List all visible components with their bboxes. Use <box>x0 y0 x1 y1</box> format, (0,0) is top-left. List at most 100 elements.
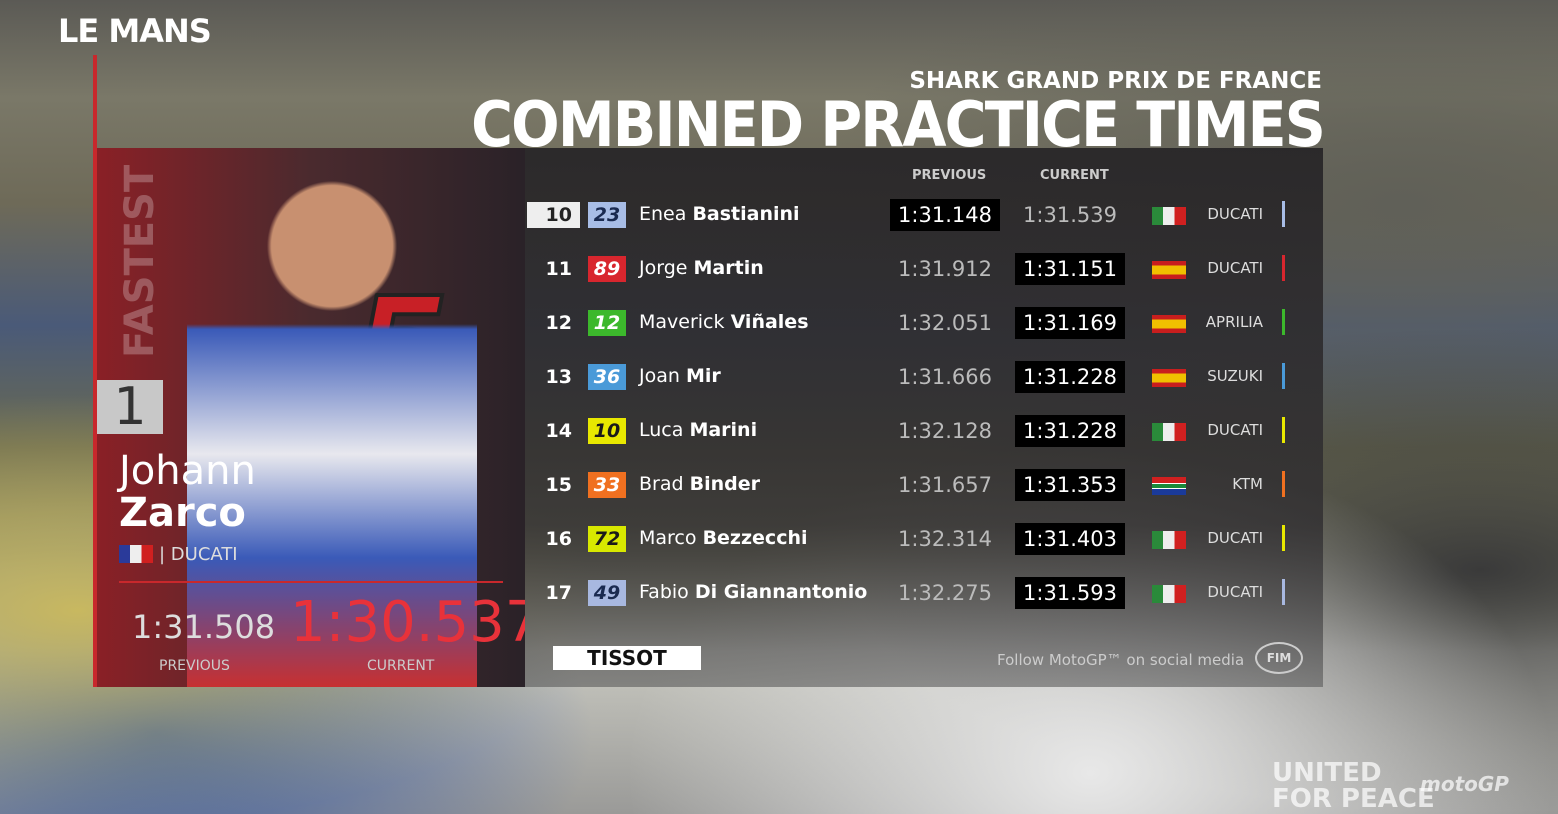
first-name: Luca <box>639 419 684 441</box>
table-row: 12 12 Maverick Viñales 1:32.051 1:31.169… <box>525 303 1323 343</box>
ufp-line1: UNITED <box>1272 758 1382 788</box>
first-name: Joan <box>639 365 680 387</box>
current-label: CURRENT <box>367 658 435 674</box>
team-name: DUCATI <box>1207 205 1263 223</box>
team-name: APRILIA <box>1205 313 1263 331</box>
team-color-bar <box>1282 309 1285 335</box>
rider-name: Brad Binder <box>639 473 760 495</box>
rider-number: 33 <box>588 472 626 498</box>
position: 15 <box>545 474 572 496</box>
standings-table: PREVIOUS CURRENT 10 23 Enea Bastianini 1… <box>525 148 1323 687</box>
current-time: 1:31.353 <box>1015 469 1125 501</box>
position: 13 <box>545 366 572 388</box>
position: 12 <box>545 312 572 334</box>
team-color-bar <box>1282 201 1285 227</box>
rider-name: Joan Mir <box>639 365 721 387</box>
france-flag-icon <box>119 545 153 563</box>
rider-name: Enea Bastianini <box>639 203 800 225</box>
rider-name: Marco Bezzecchi <box>639 527 808 549</box>
team-color-bar <box>1282 417 1285 443</box>
current-time: 1:31.228 <box>1015 415 1125 447</box>
previous-time: 1:31.657 <box>898 473 992 497</box>
table-row: 11 89 Jorge Martin 1:31.912 1:31.151 DUC… <box>525 249 1323 289</box>
previous-time: 1:32.051 <box>898 311 992 335</box>
rider-photo <box>187 168 477 687</box>
accent-line <box>93 55 97 687</box>
previous-time: 1:31.508 <box>132 608 276 646</box>
position: 10 <box>527 202 580 228</box>
team-color-bar <box>1282 255 1285 281</box>
spain-flag-icon <box>1152 315 1186 333</box>
table-row: 13 36 Joan Mir 1:31.666 1:31.228 SUZUKI <box>525 357 1323 397</box>
previous-time: 1:32.128 <box>898 419 992 443</box>
previous-time: 1:31.148 <box>890 199 1000 231</box>
italy-flag-icon <box>1152 585 1186 603</box>
table-row: 17 49 Fabio Di Giannantonio 1:32.275 1:3… <box>525 573 1323 613</box>
ufp-line2: FOR PEACE <box>1272 784 1435 814</box>
follow-text: Follow MotoGP™ on social media <box>997 651 1245 669</box>
tissot-logo: TISSOT <box>553 646 701 670</box>
rider-number: 49 <box>588 580 626 606</box>
first-name: Enea <box>639 203 687 225</box>
header-current: CURRENT <box>1040 168 1109 183</box>
fim-logo: FIM <box>1255 642 1303 674</box>
spain-flag-icon <box>1152 261 1186 279</box>
first-name: Brad <box>639 473 684 495</box>
first-name: Fabio <box>639 581 689 603</box>
rider-number: 72 <box>588 526 626 552</box>
rider-number: 10 <box>588 418 626 444</box>
team-name: DUCATI <box>1207 259 1263 277</box>
fastest-lap-label: FASTEST LAP <box>117 148 163 358</box>
current-time: 1:31.403 <box>1015 523 1125 555</box>
rider-number: 89 <box>588 256 626 282</box>
team-name: DUCATI <box>1207 583 1263 601</box>
divider <box>119 581 503 583</box>
rider-name: Maverick Viñales <box>639 311 809 333</box>
team-name: KTM <box>1232 475 1263 493</box>
rider-name: Luca Marini <box>639 419 757 441</box>
current-time: 1:30.537 <box>290 590 525 655</box>
rider-name: Jorge Martin <box>639 257 764 279</box>
first-name: Maverick <box>639 311 725 333</box>
team-color-bar <box>1282 471 1285 497</box>
first-name: Marco <box>639 527 697 549</box>
motogp-logo: motoGP <box>1420 772 1509 796</box>
position: 11 <box>545 258 572 280</box>
team-color-bar <box>1282 363 1285 389</box>
team-name: DUCATI <box>1207 529 1263 547</box>
previous-time: 1:31.666 <box>898 365 992 389</box>
previous-time: 1:31.912 <box>898 257 992 281</box>
last-name: Bastianini <box>692 203 800 225</box>
table-row: 10 23 Enea Bastianini 1:31.148 1:31.539 … <box>525 195 1323 235</box>
event-name: SHARK GRAND PRIX DE FRANCE <box>909 68 1322 94</box>
table-row: 16 72 Marco Bezzecchi 1:32.314 1:31.403 … <box>525 519 1323 559</box>
last-name: Di Giannantonio <box>694 581 868 603</box>
united-for-peace-logo: UNITED FOR PEACE <box>1272 760 1435 812</box>
previous-label: PREVIOUS <box>159 658 230 674</box>
last-name: Mir <box>685 365 721 387</box>
fastest-lap-panel: FASTEST LAP 1 5 Johann Zarco | DUCATI 1:… <box>97 148 525 687</box>
spain-flag-icon <box>1152 369 1186 387</box>
current-time: 1:31.539 <box>1023 203 1117 227</box>
last-name: Binder <box>689 473 760 495</box>
rider-number: 23 <box>588 202 626 228</box>
current-time: 1:31.169 <box>1015 307 1125 339</box>
first-name: Jorge <box>639 257 688 279</box>
fastest-position: 1 <box>97 380 163 434</box>
previous-time: 1:32.314 <box>898 527 992 551</box>
team-name: DUCATI <box>1207 421 1263 439</box>
current-time: 1:31.228 <box>1015 361 1125 393</box>
table-row: 14 10 Luca Marini 1:32.128 1:31.228 DUCA… <box>525 411 1323 451</box>
last-name: Martin <box>693 257 764 279</box>
rider-number: 12 <box>588 310 626 336</box>
last-name: Marini <box>689 419 758 441</box>
italy-flag-icon <box>1152 207 1186 225</box>
previous-time: 1:32.275 <box>898 581 992 605</box>
team-name: DUCATI <box>170 544 238 565</box>
header-previous: PREVIOUS <box>912 168 987 183</box>
current-time: 1:31.593 <box>1015 577 1125 609</box>
rider-name: Fabio Di Giannantonio <box>639 581 867 603</box>
rider-number: 36 <box>588 364 626 390</box>
position: 14 <box>545 420 572 442</box>
team-color-bar <box>1282 579 1285 605</box>
